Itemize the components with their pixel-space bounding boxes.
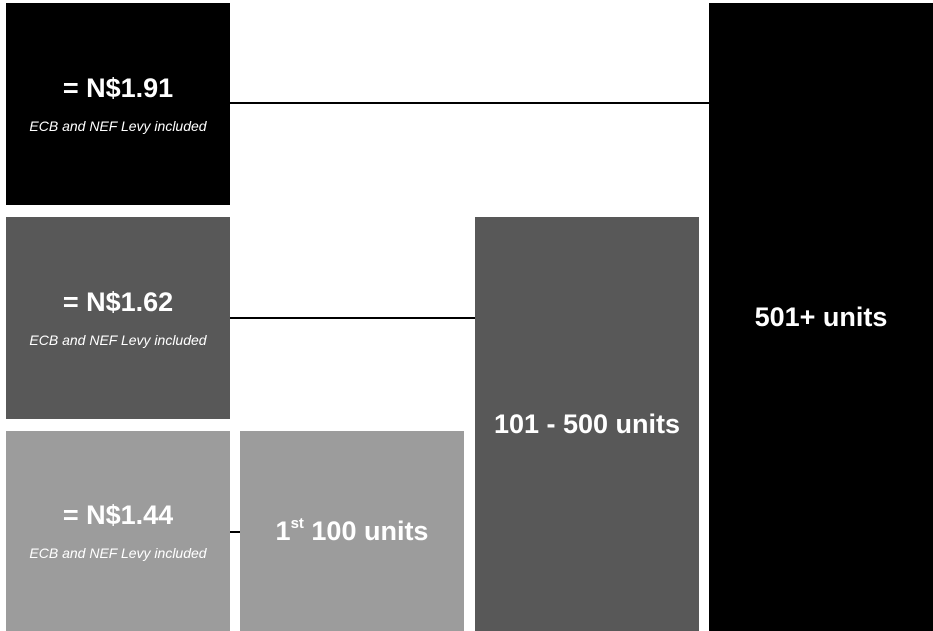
price-tier-1: = N$1.44 — [62, 499, 174, 530]
units-block-tier-2: 101 - 500 units — [475, 217, 699, 631]
units-label-tier-1-suffix: 100 units — [303, 515, 429, 546]
connector-line-tier-2 — [230, 317, 476, 319]
levy-note-tier-3: ECB and NEF Levy included — [29, 117, 207, 134]
units-label-tier-3: 501+ units — [754, 301, 888, 332]
units-label-tier-2: 101 - 500 units — [493, 408, 681, 439]
price-block-tier-3: = N$1.91 ECB and NEF Levy included — [6, 3, 230, 205]
price-block-tier-2: = N$1.62 ECB and NEF Levy included — [6, 217, 230, 419]
price-block-tier-1: = N$1.44 ECB and NEF Levy included — [6, 431, 230, 631]
connector-line-tier-1 — [230, 531, 241, 533]
units-label-tier-1: 1st 100 units — [276, 516, 429, 547]
levy-note-tier-1: ECB and NEF Levy included — [29, 544, 207, 561]
price-tier-2: = N$1.62 — [62, 286, 174, 317]
price-tier-3: = N$1.91 — [62, 72, 174, 103]
units-block-tier-1: 1st 100 units — [240, 431, 464, 631]
levy-note-tier-2: ECB and NEF Levy included — [29, 331, 207, 348]
units-label-tier-1-ordinal: st — [290, 514, 304, 532]
connector-line-tier-3 — [230, 102, 710, 104]
units-label-tier-1-prefix: 1 — [275, 515, 291, 546]
units-block-tier-3: 501+ units — [709, 3, 933, 631]
